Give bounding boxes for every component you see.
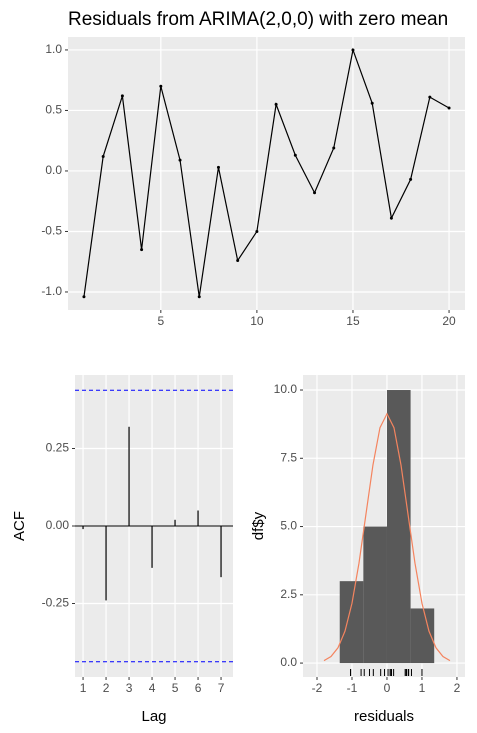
bar [386,390,411,664]
y-tick-label: 0.00 [46,518,70,532]
y-tick-label: 5.0 [280,519,297,533]
x-tick-label: 7 [218,681,225,695]
point [140,248,144,252]
point [293,153,297,157]
y-tick-label: -1.0 [41,284,62,298]
point [409,177,413,181]
x-axis-title: residuals [354,708,414,725]
x-axis-title: Lag [141,708,166,725]
point [101,154,105,158]
point [370,101,374,105]
point [159,84,163,88]
y-tick-label: 0.5 [45,103,62,117]
point [428,95,432,99]
y-tick-label: 0.25 [46,441,70,455]
x-tick-label: 3 [126,681,133,695]
line [83,47,450,297]
y-tick-label: 0.0 [45,163,62,177]
point [236,259,240,263]
y-tick-label: 10.0 [274,382,298,396]
x-tick-label: 1 [80,681,87,695]
y-axis-title: ACF [11,511,28,541]
x-tick-label: 6 [195,681,202,695]
x-tick-label: 2 [454,681,461,695]
x-tick-label: 5 [157,314,164,328]
point [274,102,278,106]
point [447,106,451,110]
y-axis-title: df$y [250,511,267,540]
point [82,295,86,299]
bar [410,608,435,664]
point [197,295,201,299]
x-tick-label: 4 [149,681,156,695]
x-tick-label: -1 [347,681,358,695]
x-tick-label: 0 [384,681,391,695]
x-tick-label: 15 [346,314,360,328]
point [120,94,124,98]
x-tick-label: 10 [250,314,264,328]
y-tick-label: -0.25 [42,596,70,610]
point [351,48,355,52]
x-tick-label: 1 [419,681,426,695]
x-tick-label: 2 [103,681,110,695]
y-tick-label: 2.5 [280,587,297,601]
panel-background [68,37,465,310]
point [178,158,182,162]
x-tick-label: 5 [172,681,179,695]
x-tick-label: -2 [312,681,323,695]
point [332,146,336,150]
y-tick-label: 7.5 [280,450,297,464]
bar [339,581,364,664]
point [255,229,259,233]
chart-title: Residuals from ARIMA(2,0,0) with zero me… [68,9,448,30]
density-curve [323,412,451,662]
point [313,191,317,195]
x-tick-label: 20 [442,314,456,328]
bar [363,526,387,664]
point [389,216,393,220]
y-tick-label: 0.0 [280,655,297,669]
y-tick-label: 1.0 [45,42,62,56]
y-tick-label: -0.5 [41,224,62,238]
point [216,165,220,169]
